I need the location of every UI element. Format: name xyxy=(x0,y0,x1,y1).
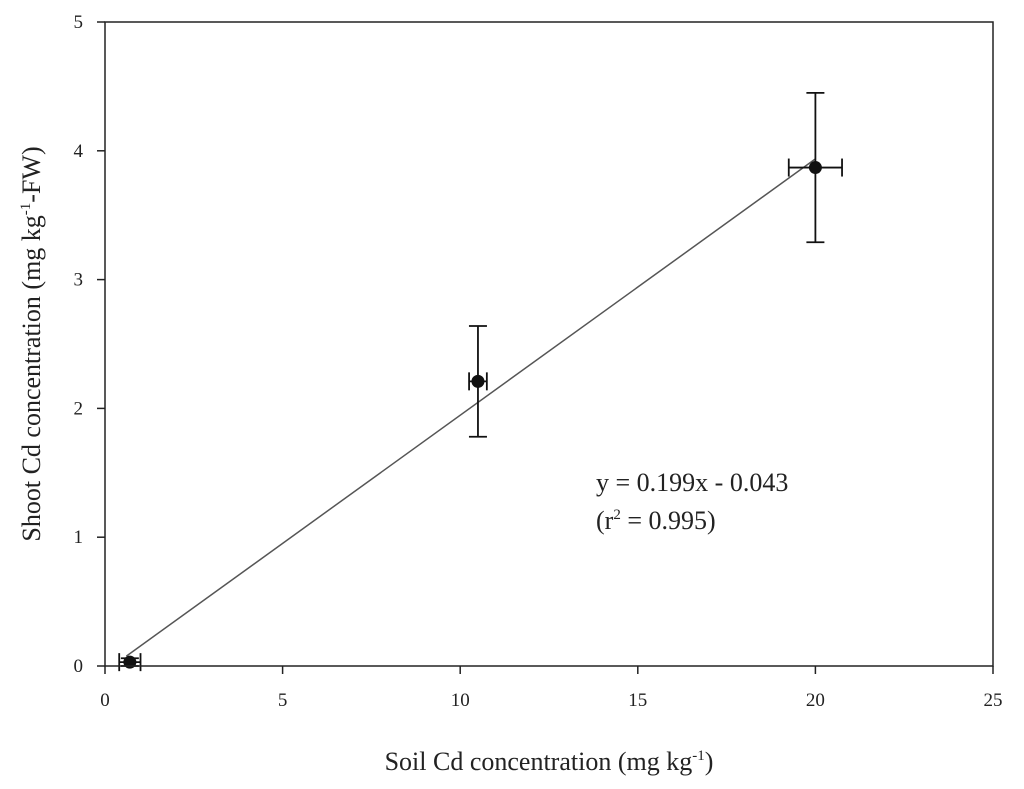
regression-line xyxy=(125,158,816,657)
x-tick-label: 5 xyxy=(278,690,288,711)
x-axis-title: Soil Cd concentration (mg kg-1) xyxy=(385,747,714,776)
x-tick-label: 15 xyxy=(628,690,647,711)
x-tick-label: 10 xyxy=(451,690,470,711)
plot-frame xyxy=(104,21,994,667)
y-tick-label: 5 xyxy=(74,12,84,33)
x-tick-label: 20 xyxy=(806,690,825,711)
y-tick-label: 4 xyxy=(74,141,84,162)
regression-equation: y = 0.199x - 0.043 xyxy=(596,468,788,497)
data-point xyxy=(808,161,822,175)
r-squared-annotation: (r2 = 0.995) xyxy=(596,506,716,535)
y-axis-title: Shoot Cd concentration (mg kg-1-FW) xyxy=(17,146,46,541)
x-tick-label: 25 xyxy=(984,690,1003,711)
ticks-layer: 0 5 10 15 20 25 0 1 2 3 4 5 xyxy=(74,12,1003,711)
data-point xyxy=(471,374,485,388)
x-tick-label: 0 xyxy=(100,690,110,711)
y-tick-label: 3 xyxy=(74,270,84,291)
data-points-layer xyxy=(118,91,843,672)
y-tick-label: 2 xyxy=(74,398,84,419)
y-tick-label: 1 xyxy=(74,527,84,548)
y-tick-label: 0 xyxy=(74,656,84,677)
